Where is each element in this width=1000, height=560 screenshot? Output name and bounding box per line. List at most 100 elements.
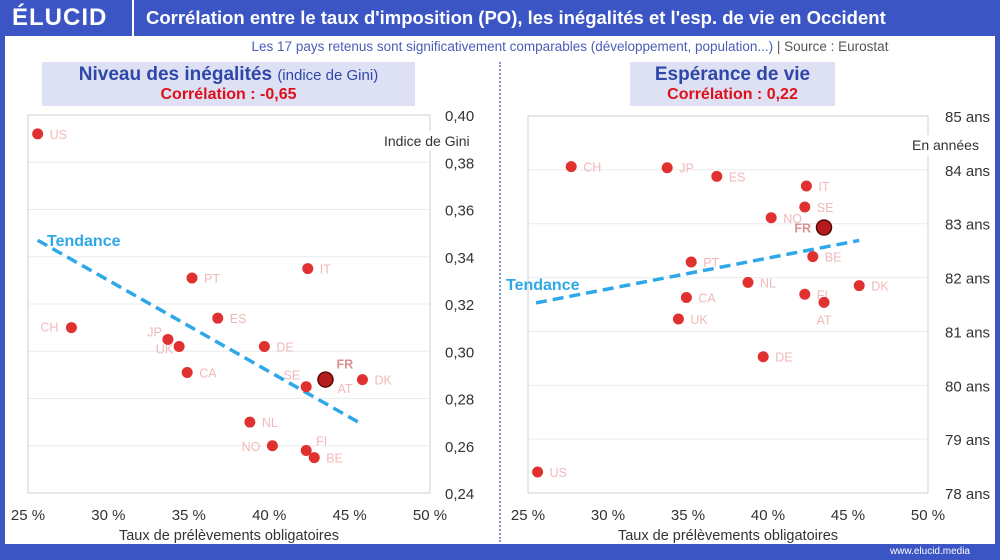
correlation-gini: Corrélation : -0,65 xyxy=(160,86,297,103)
point-label: FI xyxy=(817,288,828,302)
data-point-de xyxy=(258,341,270,353)
x-tick-label: 45 % xyxy=(831,507,865,524)
plot-area xyxy=(27,114,431,494)
plot-area xyxy=(527,115,929,494)
data-point-be xyxy=(308,452,320,464)
y-tick-label: 0,30 xyxy=(445,344,474,361)
data-point-nl xyxy=(742,276,754,288)
chart-title-box-gini: Niveau des inégalités (indice de Gini) C… xyxy=(42,62,415,106)
data-point-de xyxy=(757,351,769,363)
data-point-pt xyxy=(186,272,198,284)
data-point-ch xyxy=(565,161,577,173)
y-tick-label: 85 ans xyxy=(945,109,990,126)
y-tick-label: 84 ans xyxy=(945,163,990,180)
logo-divider xyxy=(132,0,134,36)
data-point-ca xyxy=(181,367,193,379)
data-point-pt xyxy=(685,256,697,268)
chart-title-gini: Niveau des inégalités xyxy=(78,64,273,85)
point-label: JP xyxy=(679,162,694,176)
point-label: BE xyxy=(825,251,842,265)
point-label: PT xyxy=(703,256,719,270)
correlation-life: Corrélation : 0,22 xyxy=(667,86,798,103)
point-label: PT xyxy=(204,272,220,286)
y-axis-title-bg xyxy=(380,131,470,151)
y-tick-label: 0,36 xyxy=(445,203,474,220)
y-tick-label: 80 ans xyxy=(945,378,990,395)
point-label: FR xyxy=(336,358,353,372)
y-tick-label: 0,24 xyxy=(445,486,474,503)
data-point-no xyxy=(266,440,278,452)
trend-line-gini xyxy=(36,238,364,427)
source-text: Source : Eurostat xyxy=(784,39,889,54)
point-label: CA xyxy=(698,291,716,305)
data-point-nl xyxy=(244,416,256,428)
data-point-us xyxy=(32,128,44,140)
point-label: US xyxy=(50,128,67,142)
subtitle-text: Les 17 pays retenus sont significativeme… xyxy=(251,39,774,54)
data-point-es xyxy=(212,312,224,324)
x-tick-label: 30 % xyxy=(91,507,125,524)
x-tick-label: 50 % xyxy=(911,507,945,524)
point-label: UK xyxy=(156,343,174,357)
data-point-ca xyxy=(680,291,692,303)
point-label: DE xyxy=(276,341,293,355)
point-label: NL xyxy=(262,416,278,430)
trend-label: Tendance xyxy=(47,233,121,250)
point-label: IT xyxy=(818,180,829,194)
data-point-be xyxy=(807,251,819,263)
point-label: IT xyxy=(320,263,331,277)
x-tick-label: 30 % xyxy=(591,507,625,524)
x-tick-label: 25 % xyxy=(511,507,545,524)
y-tick-label: 81 ans xyxy=(945,324,990,341)
y-tick-label: 0,32 xyxy=(445,297,474,314)
data-point-us xyxy=(532,466,544,478)
y-axis-title: En années xyxy=(912,137,979,153)
subtitle: Les 17 pays retenus sont significativeme… xyxy=(0,39,1000,54)
point-label: CH xyxy=(40,321,58,335)
point-label: CA xyxy=(199,367,217,381)
point-label: DK xyxy=(871,280,889,294)
data-point-es xyxy=(711,170,723,182)
elucid-logo: ÉLUCID xyxy=(12,4,108,31)
y-tick-label: 83 ans xyxy=(945,217,990,234)
point-label: FR xyxy=(794,221,811,235)
data-point-se xyxy=(799,201,811,213)
data-point-it xyxy=(800,180,812,192)
point-label: ES xyxy=(230,312,247,326)
point-label: DK xyxy=(374,374,392,388)
point-label: US xyxy=(550,466,567,480)
y-tick-label: 82 ans xyxy=(945,271,990,288)
x-tick-label: 50 % xyxy=(413,507,447,524)
x-tick-label: 40 % xyxy=(751,507,785,524)
point-label: NO xyxy=(242,440,261,454)
chart-title-note-gini: (indice de Gini) xyxy=(277,67,379,84)
y-tick-label: 0,34 xyxy=(445,250,474,267)
point-label: ES xyxy=(729,170,746,184)
point-label: JP xyxy=(147,325,162,339)
point-label: DE xyxy=(775,351,792,365)
point-label: NL xyxy=(760,276,776,290)
point-label: AT xyxy=(816,313,831,327)
point-label: NO xyxy=(783,212,802,226)
footer-url: www.elucid.media xyxy=(889,546,970,557)
y-tick-label: 0,28 xyxy=(445,392,474,409)
point-label: CH xyxy=(583,161,601,175)
data-point-dk xyxy=(356,374,368,386)
y-tick-label: 79 ans xyxy=(945,432,990,449)
data-point-uk xyxy=(672,313,684,325)
data-point-fi xyxy=(300,444,312,456)
data-point-jp xyxy=(162,333,174,345)
point-label: SE xyxy=(817,201,834,215)
data-point-fr xyxy=(815,219,833,236)
data-point-fr xyxy=(317,371,334,388)
data-point-se xyxy=(300,381,312,393)
y-axis-title: Indice de Gini xyxy=(384,133,470,149)
x-tick-label: 25 % xyxy=(11,507,45,524)
y-tick-label: 0,26 xyxy=(445,439,474,456)
y-tick-label: 78 ans xyxy=(945,486,990,503)
x-tick-label: 40 % xyxy=(252,507,286,524)
y-tick-label: 0,38 xyxy=(445,155,474,172)
data-point-at xyxy=(818,296,830,308)
point-label: AT xyxy=(337,382,352,396)
